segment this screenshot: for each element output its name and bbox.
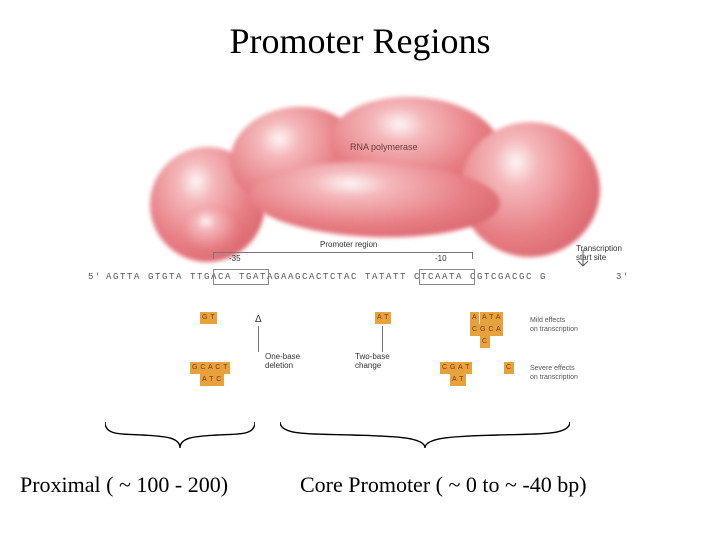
three-prime: 3' bbox=[616, 272, 630, 282]
transcription-label-line2: start site bbox=[576, 253, 606, 262]
figure: RNA polymerase Promoter region -35 -10 T… bbox=[90, 82, 630, 382]
mild-mutation-box: C bbox=[480, 336, 490, 348]
proximal-brace bbox=[105, 422, 255, 452]
promoter-region-bracket bbox=[213, 252, 473, 259]
transcription-label-line1: Transcription bbox=[576, 244, 622, 253]
severe-effects-label: Severe effects on transcription bbox=[530, 364, 578, 382]
severe-mutation-box: G C A C T bbox=[190, 362, 230, 374]
mild-mutation-box: C G C A bbox=[470, 324, 503, 336]
core-promoter-label: Core Promoter ( ~ 0 to ~ -40 bp) bbox=[300, 472, 587, 498]
severe-mutation-box: A T bbox=[450, 374, 466, 386]
polymerase-label: RNA polymerase bbox=[350, 142, 418, 152]
mild-mutation-box: A T A bbox=[480, 312, 503, 324]
severe-mutation-box: C G A T bbox=[440, 362, 472, 374]
severe-mutation-box: C bbox=[504, 362, 514, 374]
bottom-labels: Proximal ( ~ 100 - 200) Core Promoter ( … bbox=[10, 472, 710, 512]
promoter-region-label: Promoter region bbox=[320, 240, 377, 249]
two-base-change-label: Two-base change bbox=[355, 352, 390, 370]
mild-mutation-box: G T bbox=[200, 312, 217, 324]
mild-mutation-box: A bbox=[470, 312, 479, 324]
mild-mutation-box: A T bbox=[375, 312, 391, 324]
mild-effects-label: Mild effects on transcription bbox=[530, 316, 578, 334]
brace-row bbox=[60, 422, 660, 462]
sequence-text: AGTTA GTGTA TTGACA TGATAGAAGCACTCTAC TAT… bbox=[106, 272, 547, 282]
polymerase-blob bbox=[180, 207, 245, 255]
core-brace bbox=[280, 422, 570, 452]
transcription-start-label: Transcription start site bbox=[576, 244, 632, 262]
one-base-deletion-label: One-base deletion bbox=[265, 352, 300, 370]
five-prime: 5' bbox=[88, 272, 102, 282]
deletion-line bbox=[258, 326, 259, 352]
page-title: Promoter Regions bbox=[0, 20, 720, 62]
minus35-box bbox=[213, 269, 269, 285]
delta-symbol: Δ bbox=[255, 314, 262, 325]
twobase-line bbox=[382, 326, 383, 352]
minus10-label: -10 bbox=[435, 254, 447, 263]
severe-mutation-box: A T C bbox=[200, 374, 224, 386]
minus10-box bbox=[419, 269, 475, 285]
proximal-label: Proximal ( ~ 100 - 200) bbox=[20, 472, 228, 498]
minus35-label: -35 bbox=[229, 254, 241, 263]
